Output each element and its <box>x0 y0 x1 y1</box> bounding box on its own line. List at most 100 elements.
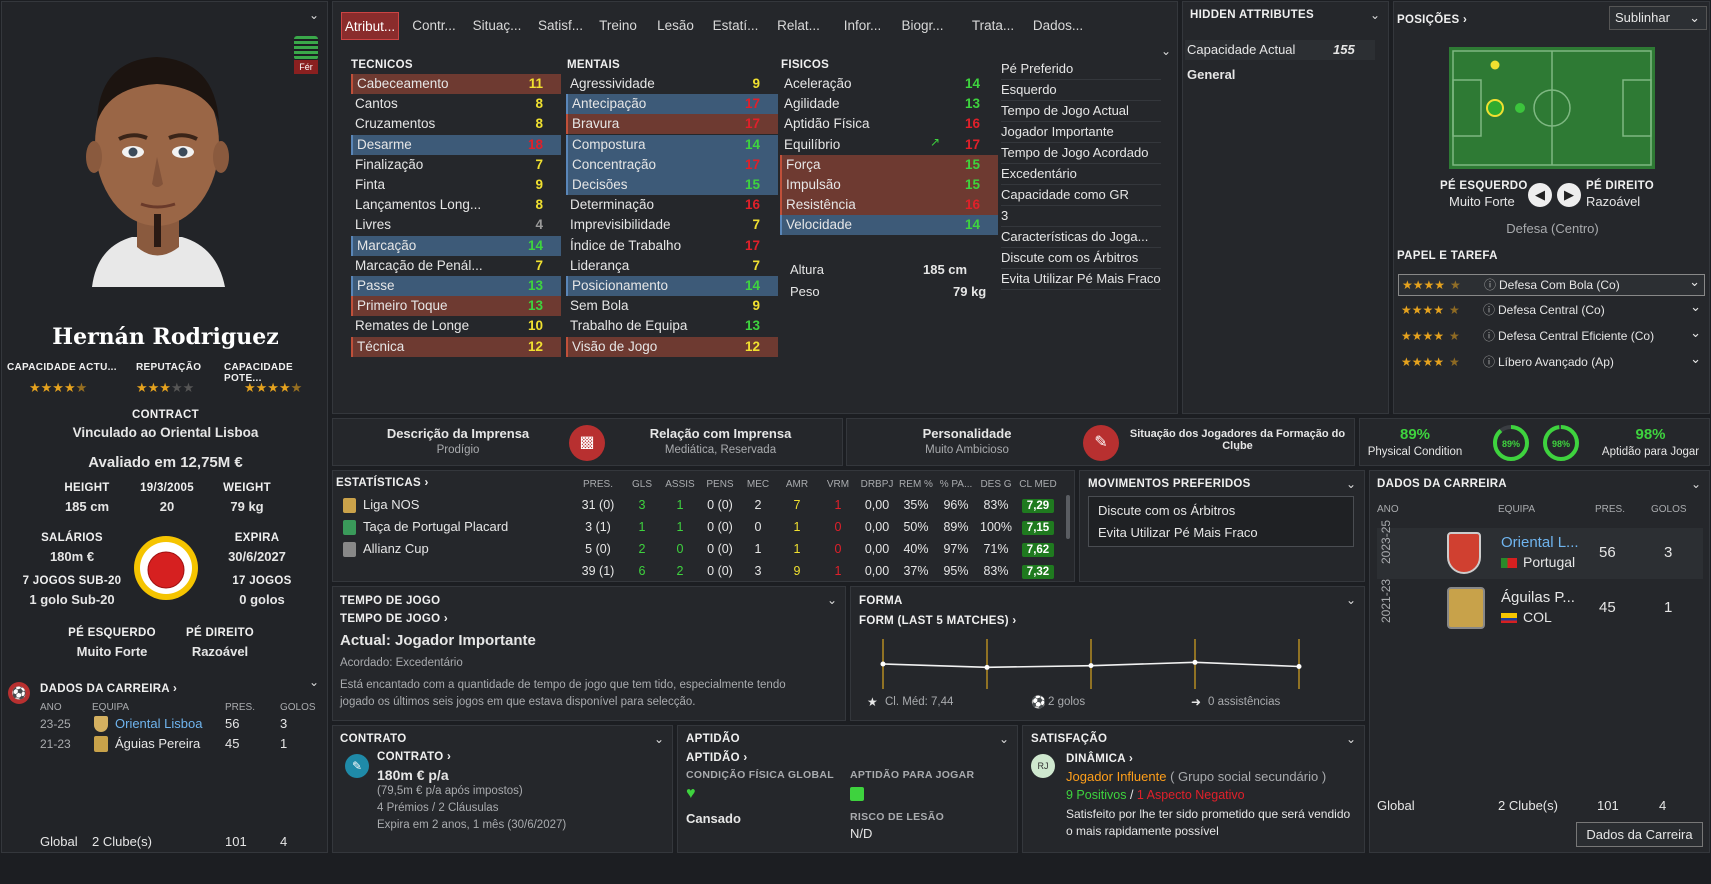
tab-item[interactable]: Contr... <box>412 18 456 33</box>
attribute-row[interactable]: Antecipação 17 <box>566 94 778 115</box>
attribute-row[interactable]: Passe 13 <box>351 276 561 296</box>
attribute-row[interactable]: Determinação 16 <box>566 195 778 215</box>
stats-row[interactable]: Liga NOS 31 (0) 3 1 0 (0) 2 7 1 0,00 35% 96% 83% 7,2… <box>333 495 1063 517</box>
tab-item[interactable]: Dados... <box>1032 18 1084 33</box>
career-team[interactable]: Oriental L... <box>1501 534 1579 551</box>
stats-scrollbar[interactable] <box>1066 495 1070 539</box>
tab-item[interactable]: Relat... <box>777 18 820 33</box>
attribute-row[interactable]: Agilidade 13 <box>780 94 998 114</box>
attribute-row[interactable]: Finta 9 <box>351 175 561 195</box>
attribute-row[interactable]: Compostura 14 <box>566 134 778 155</box>
attribute-row[interactable]: Bravura 17 <box>566 114 778 135</box>
tab-item[interactable]: Treino <box>599 18 637 33</box>
stats-header-cell[interactable]: CL MED <box>1019 479 1057 490</box>
chevron-down-icon[interactable]: ⌄ <box>1690 351 1701 366</box>
career-small-team[interactable]: Águias Pereira <box>115 736 201 751</box>
role-item[interactable]: ★★★★ ★ ⓘ Defesa Central (Co) ⌄ <box>1398 299 1705 322</box>
chevron-down-icon[interactable]: ⌄ <box>1690 299 1701 314</box>
chevron-down-icon[interactable]: ⌄ <box>1689 274 1700 289</box>
attribute-row[interactable]: Aptidão Física 16 <box>780 114 998 134</box>
positions-title[interactable]: POSIÇÕES › <box>1397 14 1468 26</box>
dynamics-sub[interactable]: DINÂMICA › <box>1066 753 1134 765</box>
attribute-row[interactable]: Cabeceamento 11 <box>351 74 561 94</box>
attribute-row[interactable]: Visão de Jogo 12 <box>566 336 778 357</box>
fitness-chevron-icon[interactable]: ⌄ <box>998 732 1009 746</box>
form-point[interactable] <box>984 664 990 670</box>
info-icon[interactable]: ⓘ <box>1483 329 1496 343</box>
attribute-row[interactable]: Técnica 12 <box>351 336 561 357</box>
stats-header-cell[interactable]: GLS <box>631 479 652 490</box>
attribute-row[interactable]: Posicionamento 14 <box>566 276 778 296</box>
stats-row[interactable]: 39 (1) 6 2 0 (0) 3 9 1 0,00 37% 95% 83% 7,32 <box>333 561 1063 583</box>
form-point[interactable] <box>1296 664 1302 669</box>
attribute-row[interactable]: Cruzamentos 8 <box>351 114 561 134</box>
tab-item[interactable]: Trata... <box>971 18 1015 33</box>
career-team[interactable]: Águilas P... <box>1501 589 1575 606</box>
kit-icon[interactable]: Fér <box>294 36 318 74</box>
form-chart[interactable] <box>871 639 1311 689</box>
chevron-down-icon[interactable]: ⌄ <box>1690 325 1701 340</box>
tab-item[interactable]: Biogr... <box>901 18 944 33</box>
info-icon[interactable]: ⓘ <box>1483 303 1496 317</box>
form-point[interactable] <box>880 661 886 667</box>
attribute-row[interactable]: Liderança 7 <box>566 256 778 276</box>
attribute-row[interactable]: Marcação 14 <box>351 235 561 256</box>
role-item[interactable]: ★★★★ ★ ⓘ Defesa Com Bola (Co) ⌄ <box>1398 274 1705 296</box>
attribute-row[interactable]: Impulsão 15 <box>780 175 998 195</box>
attribute-row[interactable]: Lançamentos Long... 8 <box>351 195 561 215</box>
attribute-row[interactable]: Decisões 15 <box>566 175 778 195</box>
attribute-row[interactable]: Velocidade 14 <box>780 215 998 236</box>
attribute-row[interactable]: Cantos 8 <box>351 94 561 114</box>
hidden-chevron-icon[interactable]: ⌄ <box>1369 8 1380 22</box>
stats-header-cell[interactable]: REM % <box>899 479 933 490</box>
stats-header-cell[interactable]: % PA... <box>939 479 973 490</box>
stats-header-cell[interactable]: MEC <box>746 479 770 490</box>
attribute-row[interactable]: Finalização 7 <box>351 155 561 175</box>
attribute-row[interactable]: Índice de Trabalho 17 <box>566 236 778 256</box>
attribute-row[interactable]: Agressividade 9 <box>566 74 778 94</box>
stats-header-cell[interactable]: DES G <box>980 479 1012 490</box>
form-sub[interactable]: FORM (LAST 5 MATCHES) › <box>859 615 1017 627</box>
career-small-team[interactable]: Oriental Lisboa <box>115 716 203 731</box>
highlight-dropdown[interactable]: Sublinhar ⌄ <box>1609 6 1707 30</box>
career-chevron-icon[interactable]: ⌄ <box>1690 477 1701 491</box>
attribute-row[interactable]: Remates de Longe 10 <box>351 316 561 336</box>
stats-header-cell[interactable]: VRM <box>826 479 850 490</box>
attributes-chevron-icon[interactable]: ⌄ <box>1160 44 1171 58</box>
attribute-row[interactable]: Força 15 <box>780 154 998 175</box>
attribute-row[interactable]: Concentração 17 <box>566 154 778 175</box>
satisfaction-chevron-icon[interactable]: ⌄ <box>1345 732 1356 746</box>
attribute-row[interactable]: Livres 4 <box>351 215 561 235</box>
tab-item[interactable]: Situaç... <box>472 18 522 33</box>
playtime-sub[interactable]: TEMPO DE JOGO › <box>340 613 449 625</box>
career-row[interactable]: 2021-23 Águilas P... COL 45 1 <box>1377 579 1703 634</box>
attribute-row[interactable]: Resistência 16 <box>780 195 998 216</box>
attribute-row[interactable]: Sem Bola 9 <box>566 296 778 316</box>
stats-header-cell[interactable]: ASSIS <box>665 479 695 490</box>
role-item[interactable]: ★★★★ ★ ⓘ Defesa Central Eficiente (Co) ⌄ <box>1398 325 1705 348</box>
fitness-sub[interactable]: APTIDÃO › <box>686 752 748 764</box>
attribute-row[interactable]: Equilíbrio 17 <box>780 135 998 155</box>
contract-chevron-icon[interactable]: ⌄ <box>653 732 664 746</box>
moves-chevron-icon[interactable]: ⌄ <box>1345 477 1356 491</box>
attribute-row[interactable]: Desarme 18 <box>351 134 561 155</box>
playtime-chevron-icon[interactable]: ⌄ <box>826 593 837 607</box>
career-data-button[interactable]: Dados da Carreira <box>1576 822 1703 847</box>
career-small-title[interactable]: DADOS DA CARREIRA › <box>40 683 178 695</box>
form-point[interactable] <box>1192 659 1198 665</box>
info-icon[interactable]: ⓘ <box>1484 278 1497 292</box>
tab-item[interactable]: Lesão <box>657 18 694 33</box>
stats-header-cell[interactable]: PRES. <box>582 479 613 490</box>
tab-item[interactable]: Atribut... <box>341 12 399 40</box>
attribute-row[interactable]: Aceleração 14 <box>780 74 998 94</box>
attribute-row[interactable]: Imprevisibilidade 7 <box>566 215 778 235</box>
info-icon[interactable]: ⓘ <box>1483 355 1496 369</box>
profile-chevron-icon[interactable]: ⌄ <box>308 8 319 22</box>
tab-item[interactable]: Infor... <box>843 18 882 33</box>
stats-row[interactable]: Taça de Portugal Placard 3 (1) 1 1 0 (0) 0 1 0 0… <box>333 517 1063 539</box>
stats-header-cell[interactable]: DRBPJ <box>860 479 894 490</box>
contract-sub[interactable]: CONTRATO › <box>377 751 452 763</box>
form-chevron-icon[interactable]: ⌄ <box>1345 593 1356 607</box>
attribute-row[interactable]: Marcação de Penál... 7 <box>351 256 561 276</box>
nation-flag-icon[interactable] <box>132 534 200 602</box>
